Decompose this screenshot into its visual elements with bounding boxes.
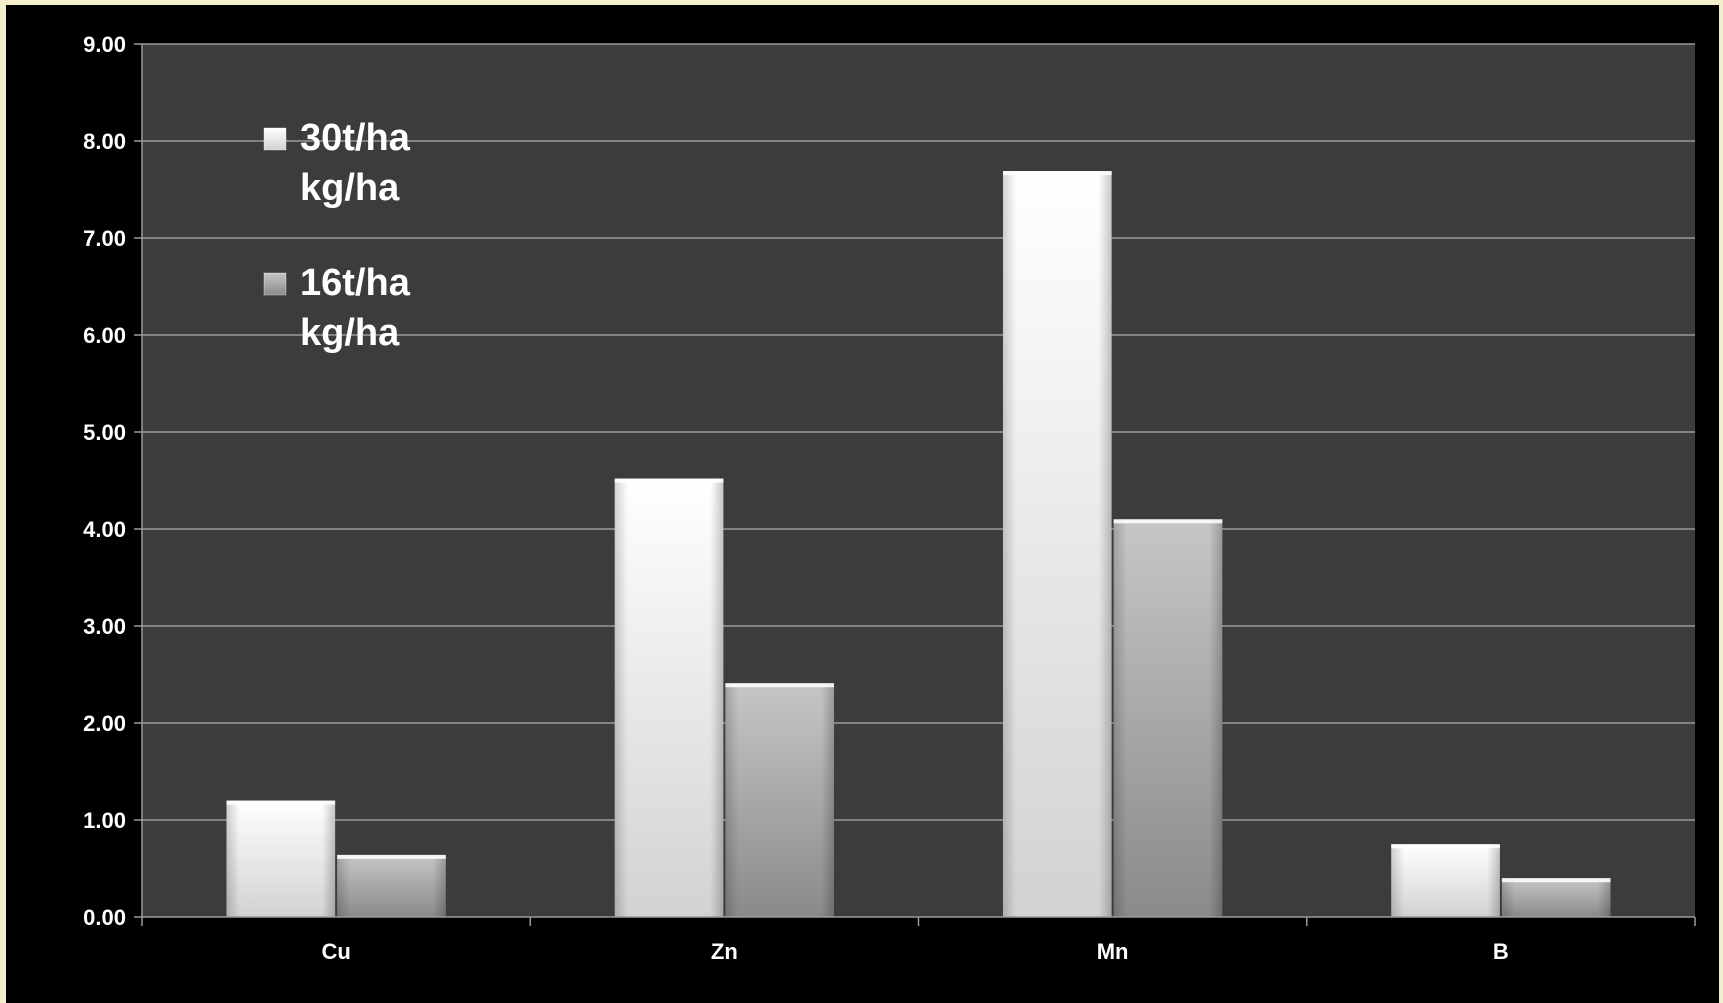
x-tick-label-zn: Zn xyxy=(711,939,738,964)
x-tick-label-mn: Mn xyxy=(1097,939,1129,964)
bar-shade xyxy=(226,800,336,917)
bar-mn-series-2 xyxy=(1113,519,1223,917)
bar-top-highlight xyxy=(1501,878,1611,883)
bar-shade xyxy=(1113,519,1223,917)
y-tick-label: 6.00 xyxy=(83,323,126,348)
bar-mn-series-1 xyxy=(1002,171,1112,917)
bar-shade xyxy=(1391,844,1500,917)
bar-cu-series-2 xyxy=(337,854,446,917)
y-tick-label: 7.00 xyxy=(83,226,126,251)
y-tick-label: 4.00 xyxy=(83,517,126,542)
x-tick-label-cu: Cu xyxy=(321,939,350,964)
y-tick-label: 8.00 xyxy=(83,129,126,154)
bar-shade xyxy=(1501,878,1611,917)
bar-top-highlight xyxy=(1002,171,1112,176)
bar-shade xyxy=(725,683,835,917)
bar-b-series-2 xyxy=(1501,878,1611,917)
legend-label: 30t/ha xyxy=(300,117,411,159)
bar-top-highlight xyxy=(725,683,835,688)
y-tick-label: 3.00 xyxy=(83,614,126,639)
plot-area xyxy=(142,44,1695,917)
chart-frame: 0.00 1.00 2.00 3.00 4.00 5.00 6.00 7.00 8.00 9.00… xyxy=(6,5,1719,1003)
legend-label: kg/ha xyxy=(300,312,400,354)
legend: 30t/ha kg/ha 16t/ha kg/ha xyxy=(263,117,411,354)
gridlines xyxy=(142,43,1695,821)
bar-top-highlight xyxy=(1391,844,1500,849)
bar-top-highlight xyxy=(614,478,724,483)
legend-item-2: 16t/ha kg/ha xyxy=(263,262,411,354)
bar-b-series-1 xyxy=(1391,844,1500,917)
y-tick-label: 1.00 xyxy=(83,808,126,833)
y-tick-label: 0.00 xyxy=(83,905,126,930)
axes: 0.00 1.00 2.00 3.00 4.00 5.00 6.00 7.00 8.00 9.00… xyxy=(83,32,1696,964)
legend-item-1: 30t/ha kg/ha xyxy=(263,117,411,209)
bar-top-highlight xyxy=(337,854,446,859)
y-tick-label: 2.00 xyxy=(83,711,126,736)
legend-swatch xyxy=(263,272,287,296)
y-tick-label: 9.00 xyxy=(83,32,126,57)
bar-shade xyxy=(614,478,724,917)
bar-cu-series-1 xyxy=(226,800,336,917)
bar-chart: 0.00 1.00 2.00 3.00 4.00 5.00 6.00 7.00 8.00 9.00… xyxy=(83,32,1696,964)
legend-label: kg/ha xyxy=(300,167,400,209)
y-tick-label: 5.00 xyxy=(83,420,126,445)
legend-label: 16t/ha xyxy=(300,262,411,304)
bar-shade xyxy=(337,854,446,917)
bar-zn-series-2 xyxy=(725,683,835,917)
bar-top-highlight xyxy=(1113,519,1223,524)
legend-swatch xyxy=(263,127,287,151)
bar-top-highlight xyxy=(226,800,336,805)
bar-shade xyxy=(1002,171,1112,917)
x-tick-label-b: B xyxy=(1493,939,1509,964)
bars xyxy=(226,171,1611,917)
bar-zn-series-1 xyxy=(614,478,724,917)
